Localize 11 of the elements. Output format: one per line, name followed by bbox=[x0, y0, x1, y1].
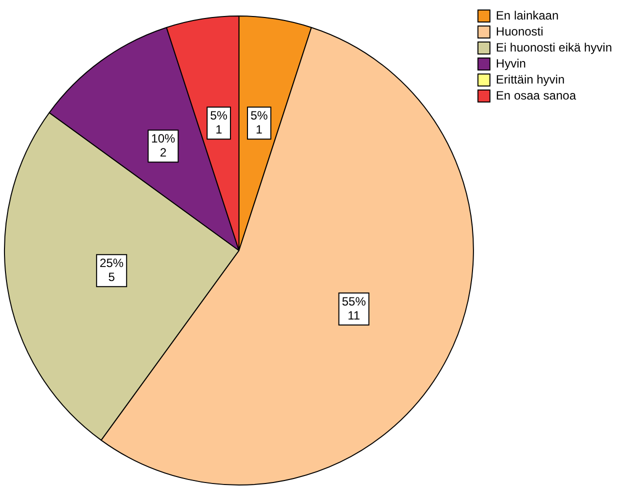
data-label: 25% 5 bbox=[100, 256, 124, 284]
data-label: 10% 2 bbox=[151, 131, 176, 160]
legend-label: Huonosti bbox=[496, 24, 544, 38]
legend-label: En osaa sanoa bbox=[496, 88, 576, 102]
legend-label: En lainkaan bbox=[496, 8, 559, 22]
data-label: 55% 11 bbox=[342, 294, 366, 322]
data-label: 5% 1 bbox=[210, 108, 228, 136]
legend-label: Ei huonosti eikä hyvin bbox=[496, 40, 612, 54]
data-label: 5% 1 bbox=[250, 108, 268, 136]
legend-label: Hyvin bbox=[496, 56, 526, 70]
legend-label: Erittäin hyvin bbox=[496, 72, 565, 86]
